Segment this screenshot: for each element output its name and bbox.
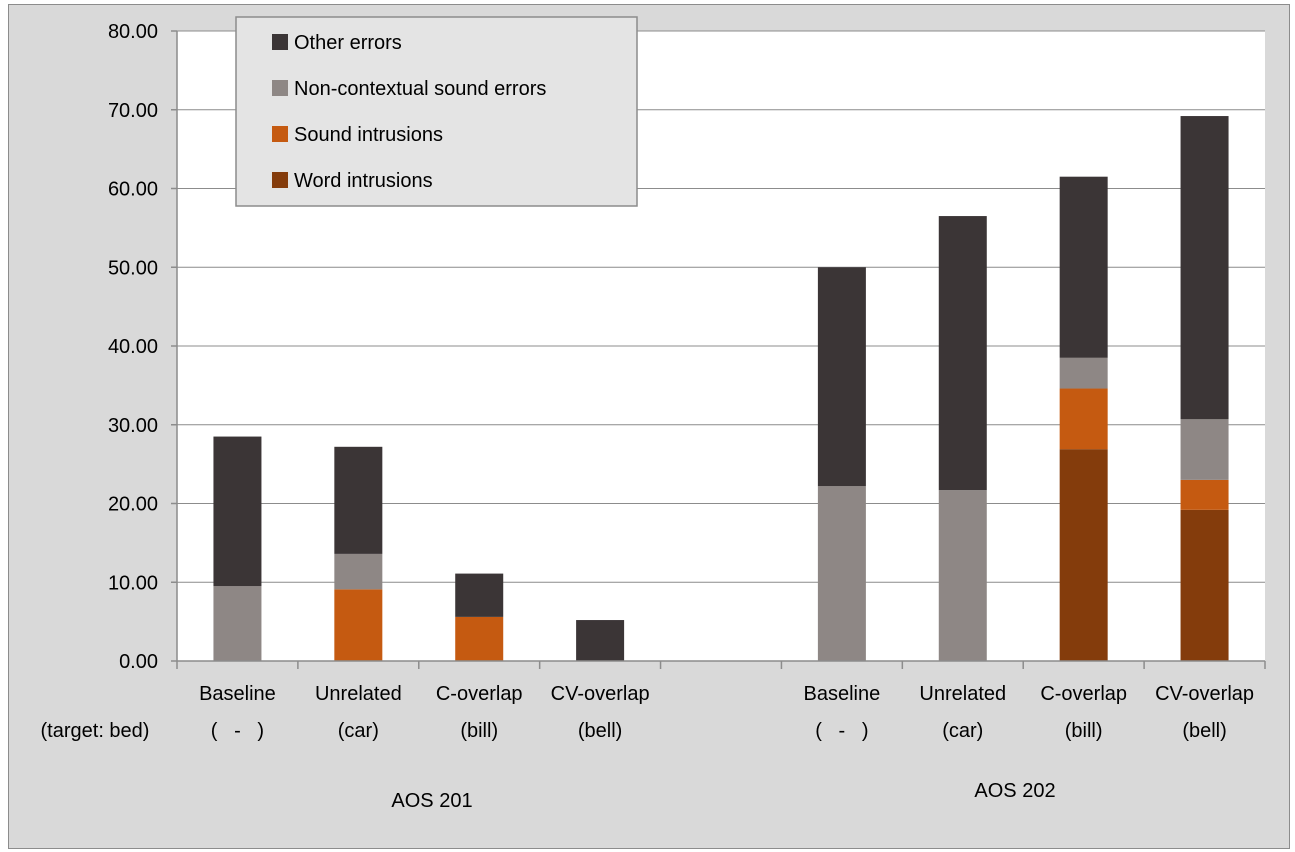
bar-segment-other-errors (1059, 176, 1108, 358)
bar-segment-word-intrusions (1059, 449, 1108, 661)
category-sublabel: (bill) (1065, 720, 1103, 742)
category-label: CV-overlap (1155, 683, 1254, 705)
category-sublabel: (bill) (460, 720, 498, 742)
y-tick-labels: 0.00 10.00 20.00 30.00 40.00 50.00 60.00 70.00 8… (108, 21, 158, 673)
y-tick-label: 0.00 (119, 651, 158, 673)
y-tick-label: 40.00 (108, 336, 158, 358)
legend-entry: Other errors (294, 32, 402, 54)
legend-entry: Non-contextual sound errors (294, 78, 546, 100)
bar-segment-other-errors (1180, 116, 1229, 420)
legend-swatch (272, 80, 288, 96)
bar-segment-other-errors (817, 267, 866, 487)
bar-segment-non-contextual-sound-errors (817, 486, 866, 661)
category-label: C-overlap (1040, 683, 1127, 705)
bar-segment-other-errors (938, 216, 987, 491)
category-label: CV-overlap (551, 683, 650, 705)
y-tick-label: 80.00 (108, 21, 158, 43)
category-sublabel: (car) (942, 720, 983, 742)
legend-entry: Sound intrusions (294, 124, 443, 146)
y-tick-label: 60.00 (108, 179, 158, 201)
bar-segment-non-contextual-sound-errors (938, 490, 987, 661)
bar-segment-non-contextual-sound-errors (1180, 419, 1229, 480)
y-tick-label: 20.00 (108, 494, 158, 516)
category-label: C-overlap (436, 683, 523, 705)
y-tick-label: 70.00 (108, 100, 158, 122)
axes (171, 30, 1266, 669)
category-label: Unrelated (919, 683, 1006, 705)
bar-segment-sound-intrusions (334, 589, 383, 661)
bar-segment-sound-intrusions (1180, 479, 1229, 510)
category-sublabel: (bell) (1182, 720, 1226, 742)
bar-segment-other-errors (455, 573, 504, 617)
y-tick-label: 10.00 (108, 572, 158, 594)
bar-segment-non-contextual-sound-errors (1059, 357, 1108, 389)
legend-swatch (272, 172, 288, 188)
group-label-aos-202: AOS 202 (974, 780, 1055, 802)
category-label: Baseline (199, 683, 276, 705)
bar-segment-non-contextual-sound-errors (213, 586, 262, 661)
category-label: Unrelated (315, 683, 402, 705)
x-category-labels: Baseline ( - ) Unrelated (car) C-overlap (bil… (199, 683, 1254, 742)
legend-box (235, 16, 638, 207)
row-label-target: (target: bed) (41, 720, 150, 742)
category-label: Baseline (804, 683, 881, 705)
legend: Other errors Non-contextual sound errors S… (235, 16, 638, 207)
bar-segment-sound-intrusions (455, 616, 504, 661)
y-tick-label: 50.00 (108, 257, 158, 279)
bar-segment-other-errors (334, 446, 383, 554)
y-tick-label: 30.00 (108, 415, 158, 437)
category-sublabel: ( - ) (815, 720, 868, 742)
legend-swatch (272, 34, 288, 50)
bars (213, 116, 1229, 661)
bar-segment-other-errors (213, 436, 262, 587)
category-sublabel: (car) (338, 720, 379, 742)
legend-entry: Word intrusions (294, 170, 433, 192)
bar-segment-sound-intrusions (1059, 388, 1108, 450)
bar-segment-non-contextual-sound-errors (334, 553, 383, 590)
legend-swatch (272, 126, 288, 142)
category-sublabel: ( - ) (211, 720, 264, 742)
bar-segment-other-errors (576, 620, 625, 661)
category-sublabel: (bell) (578, 720, 622, 742)
group-label-aos-201: AOS 201 (391, 790, 472, 812)
bar-segment-word-intrusions (1180, 509, 1229, 661)
